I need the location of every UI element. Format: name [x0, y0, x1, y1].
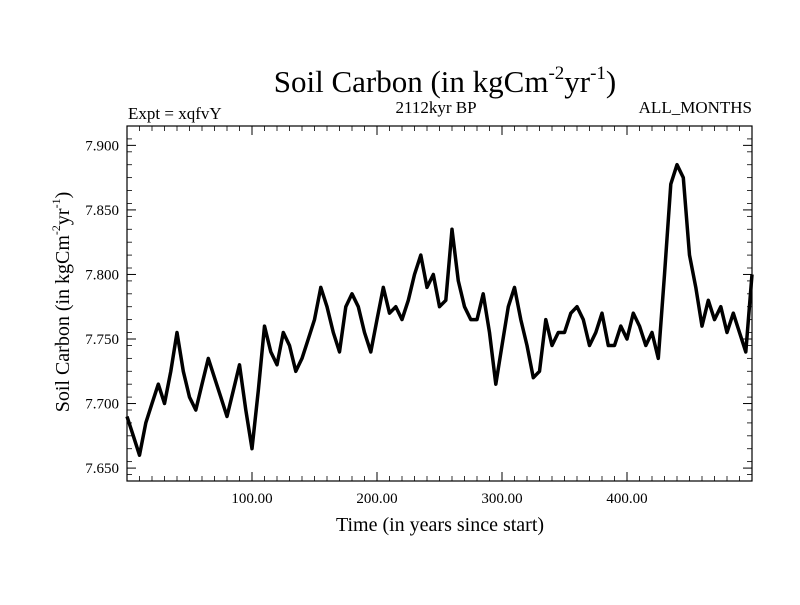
x-axis-label: Time (in years since start)	[336, 514, 544, 536]
chart-title: Soil Carbon (in kgCm-2yr-1)	[274, 63, 617, 99]
y-tick-label: 7.750	[85, 332, 119, 348]
subtitle-left: Expt = xqfvY	[128, 104, 222, 123]
y-tick-label: 7.650	[85, 461, 119, 477]
y-tick-label: 7.700	[85, 397, 119, 413]
subtitle-right: ALL_MONTHS	[639, 98, 752, 117]
x-tick-label: 300.00	[481, 491, 522, 507]
y-tick-label: 7.850	[85, 203, 119, 219]
x-tick-label: 400.00	[606, 491, 647, 507]
y-tick-label: 7.900	[85, 138, 119, 154]
y-axis: 7.650 7.700 7.750 7.800 7.850 7.900	[85, 126, 752, 477]
series-line	[127, 165, 752, 456]
x-tick-label: 200.00	[356, 491, 397, 507]
subtitle-center: 2112kyr BP	[395, 98, 476, 117]
y-tick-label: 7.800	[85, 267, 119, 283]
y-axis-label: Soil Carbon (in kgCm-2yr-1)	[49, 192, 74, 413]
x-axis: 100.00 200.00 300.00 400.00	[140, 126, 740, 507]
x-tick-label: 100.00	[231, 491, 272, 507]
